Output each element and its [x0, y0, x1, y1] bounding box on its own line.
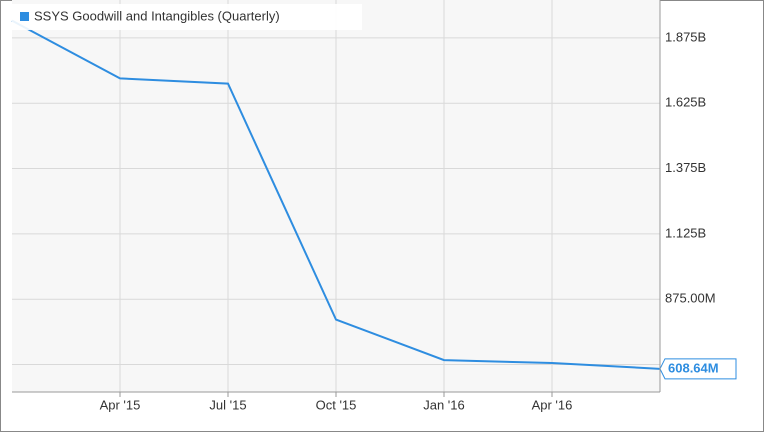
y-tick-label: 1.125B: [665, 225, 706, 240]
y-tick-label: 1.875B: [665, 29, 706, 44]
value-label-box: [659, 358, 737, 380]
legend-label: SSYS Goodwill and Intangibles (Quarterly…: [34, 8, 280, 23]
labels: 875.00M 1.125B 1.375B 1.625B 1.875B Apr '15 Ju…: [100, 29, 737, 412]
y-tick-label: 875.00M: [665, 291, 716, 306]
x-tick-label: Jul '15: [209, 397, 246, 412]
grid: [12, 0, 660, 397]
marks: [11, 19, 661, 370]
legend-swatch: [20, 12, 29, 21]
y-tick-label: 1.625B: [665, 95, 706, 110]
y-tick-label: 1.375B: [665, 160, 706, 175]
value-label: 608.64M: [668, 360, 719, 375]
x-tick-label: Apr '16: [532, 397, 573, 412]
legend-background: [12, 4, 362, 30]
series-line: [11, 19, 661, 370]
legend: SSYS Goodwill and Intangibles (Quarterly…: [12, 4, 362, 30]
x-tick-label: Apr '15: [100, 397, 141, 412]
x-tick-label: Oct '15: [316, 397, 357, 412]
x-tick-label: Jan '16: [423, 397, 465, 412]
